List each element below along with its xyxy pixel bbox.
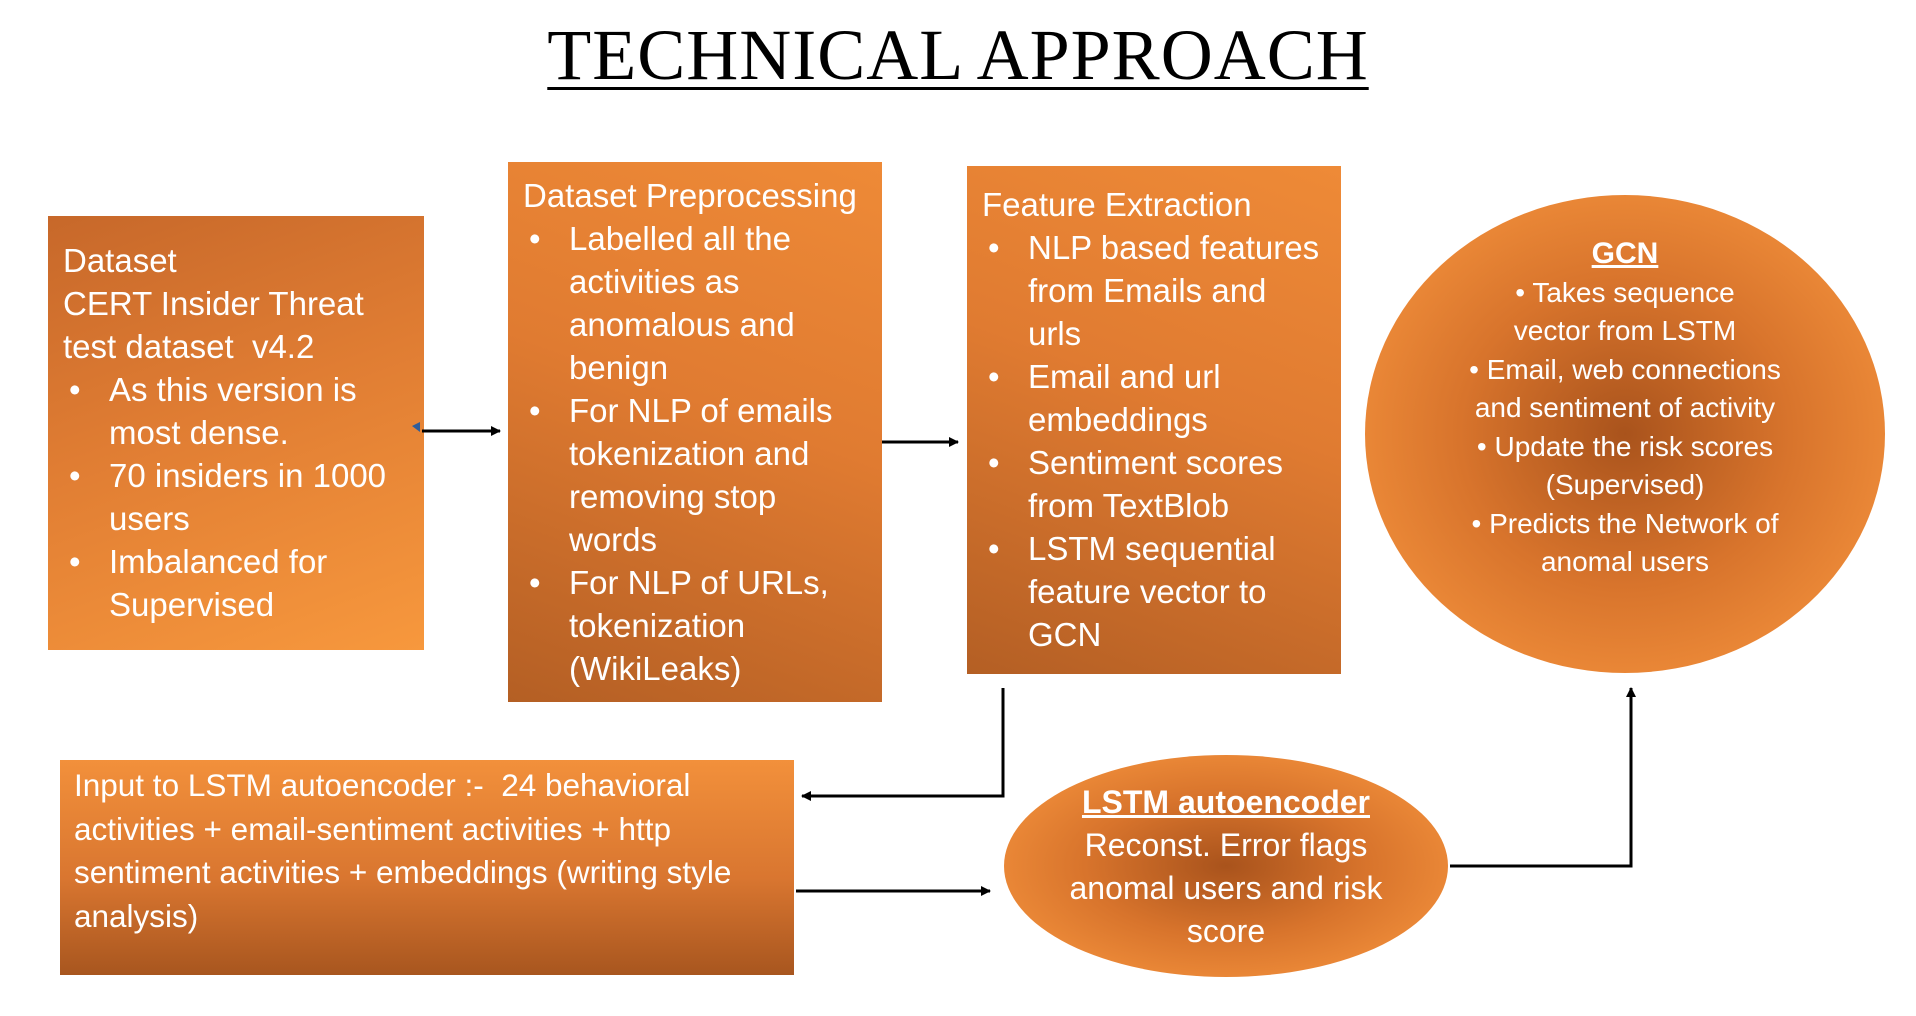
- dataset-heading-line: Dataset: [63, 242, 177, 279]
- list-item: Takes sequence vector from LSTM: [1435, 274, 1815, 351]
- feature-extraction-box: Feature Extraction NLP based features fr…: [967, 166, 1341, 674]
- dataset-heading: Dataset CERT Insider Threat test dataset…: [63, 239, 410, 368]
- gcn-bullets: Takes sequence vector from LSTM Email, w…: [1435, 274, 1815, 582]
- list-item: NLP based features from Emails and urls: [982, 226, 1327, 355]
- preprocessing-heading: Dataset Preprocessing: [523, 177, 857, 214]
- dataset-heading-line: CERT Insider Threat: [63, 285, 364, 322]
- list-item: LSTM sequential feature vector to GCN: [982, 527, 1327, 656]
- arrow-features-to-lstm-input: [801, 688, 1005, 801]
- list-item: Update the risk scores (Supervised): [1435, 428, 1815, 505]
- page-title: TECHNICAL APPROACH: [547, 15, 1369, 95]
- lstm-autoencoder-heading: LSTM autoencoder: [1081, 784, 1370, 820]
- list-item: Imbalanced for Supervised: [63, 540, 410, 626]
- list-item: Email, web connections and sentiment of …: [1435, 351, 1815, 428]
- dataset-bullets: As this version is most dense. 70 inside…: [63, 368, 410, 626]
- lstm-autoencoder-text: Reconst. Error flags anomal users and ri…: [1069, 827, 1383, 949]
- arrow-autoencoder-to-gcn: [1450, 687, 1636, 868]
- preprocessing-box: Dataset Preprocessing Labelled all the a…: [508, 162, 882, 702]
- list-item: Predicts the Network of anomal users: [1435, 505, 1815, 582]
- list-item: 70 insiders in 1000 users: [63, 454, 410, 540]
- lstm-autoencoder-ellipse: LSTM autoencoder Reconst. Error flags an…: [1004, 755, 1448, 977]
- arrow-tail-marker: [412, 422, 420, 432]
- lstm-input-box: Input to LSTM autoencoder :- 24 behavior…: [60, 760, 794, 975]
- list-item: For NLP of emails tokenization and remov…: [523, 389, 868, 561]
- dataset-heading-line: test dataset v4.2: [63, 328, 315, 365]
- lstm-input-text: Input to LSTM autoencoder :- 24 behavior…: [74, 767, 741, 934]
- feature-extraction-bullets: NLP based features from Emails and urls …: [982, 226, 1327, 656]
- list-item: For NLP of URLs, tokenization (WikiLeaks…: [523, 561, 868, 690]
- list-item: Sentiment scores from TextBlob: [982, 441, 1327, 527]
- list-item: As this version is most dense.: [63, 368, 410, 454]
- dataset-box: Dataset CERT Insider Threat test dataset…: [48, 216, 424, 650]
- list-item: Email and url embeddings: [982, 355, 1327, 441]
- feature-extraction-heading: Feature Extraction: [982, 186, 1252, 223]
- gcn-heading: GCN: [1591, 237, 1659, 270]
- gcn-ellipse: GCN Takes sequence vector from LSTM Emai…: [1365, 195, 1885, 673]
- preprocessing-bullets: Labelled all the activities as anomalous…: [523, 217, 868, 690]
- list-item: Labelled all the activities as anomalous…: [523, 217, 868, 389]
